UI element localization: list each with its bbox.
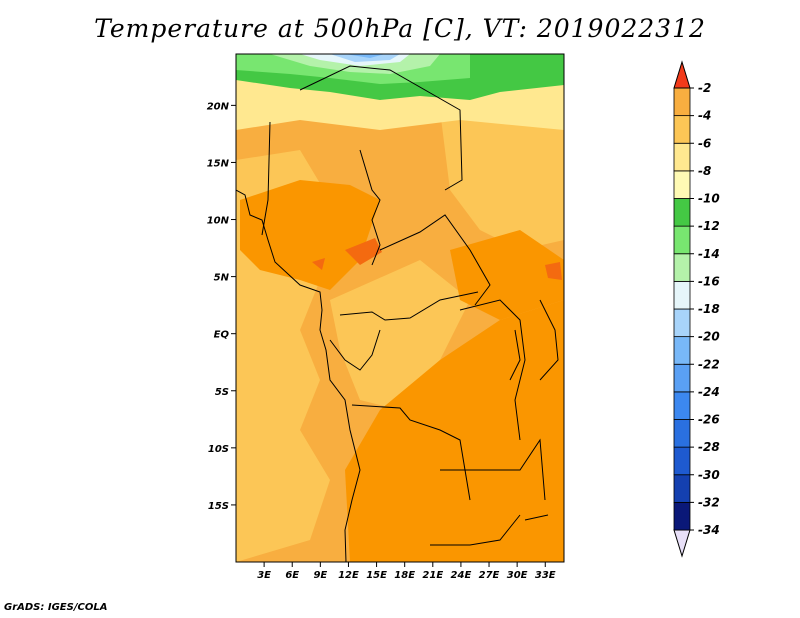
colorbar-label: -32 bbox=[698, 495, 720, 509]
lon-tick-label: 21E bbox=[422, 570, 443, 581]
colorbar-swatch bbox=[673, 225, 691, 255]
colorbar-swatch bbox=[673, 142, 691, 172]
border-9 bbox=[459, 299, 526, 441]
colorbar-swatch bbox=[673, 280, 691, 310]
coastline-west bbox=[236, 189, 361, 562]
border-4 bbox=[379, 214, 491, 306]
colorbar-label: -6 bbox=[698, 136, 711, 150]
colorbar-swatch bbox=[673, 198, 691, 227]
field-region-congo bbox=[345, 300, 564, 562]
field-region-northeast bbox=[440, 100, 564, 250]
field-spot-3 bbox=[545, 262, 562, 280]
longitude-axis: 3E 6E 9E 12E 15E 18E 21E 24E 27E 30E 33E bbox=[257, 562, 556, 581]
map-title: Temperature at 500hPa [C], VT: 201902231… bbox=[94, 14, 706, 43]
lat-tick-label: 15N bbox=[207, 158, 230, 169]
colorbar-label: -4 bbox=[698, 109, 711, 123]
colorbar-swatch bbox=[673, 474, 691, 503]
colorbar-label: -22 bbox=[698, 357, 720, 371]
border-10 bbox=[539, 299, 559, 381]
colorbar-swatch bbox=[673, 446, 691, 476]
field-spot-2 bbox=[312, 258, 325, 270]
colorbar-label: -18 bbox=[698, 302, 720, 316]
colorbar: -2 -4 -6 -8 -10 -12 -14 -16 -18 -20 -22 -24 -26 -28 -3… bbox=[673, 60, 720, 558]
border-3 bbox=[359, 149, 381, 266]
colorbar-label: -34 bbox=[698, 523, 720, 537]
map-field bbox=[236, 54, 564, 562]
grads-credit: GrADS: IGES/COLA bbox=[4, 602, 108, 613]
border-11 bbox=[430, 514, 521, 546]
lat-tick-label: 10S bbox=[208, 444, 229, 455]
colorbar-swatch bbox=[673, 308, 691, 338]
colorbar-swatch bbox=[673, 336, 691, 365]
lon-tick-label: 3E bbox=[257, 570, 271, 581]
colorbar-label: -26 bbox=[698, 413, 720, 427]
lon-tick-label: 6E bbox=[285, 570, 299, 581]
colorbar-label: -8 bbox=[698, 164, 711, 178]
field-region-north-blue bbox=[330, 54, 400, 62]
colorbar-label: -14 bbox=[698, 247, 720, 261]
border-1 bbox=[261, 121, 271, 236]
map-frame bbox=[235, 53, 565, 563]
latitude-axis: 20N 15N 10N 5N EQ 5S 10S 15S bbox=[207, 101, 236, 512]
lon-tick-label: 18E bbox=[394, 570, 415, 581]
colorbar-label: -30 bbox=[698, 468, 720, 482]
colorbar-lower-triangle bbox=[673, 529, 691, 558]
field-region-central bbox=[330, 260, 470, 410]
lat-tick-label: 5N bbox=[214, 273, 230, 284]
border-5 bbox=[339, 291, 479, 321]
lake-1 bbox=[509, 329, 521, 381]
lon-tick-label: 27E bbox=[479, 570, 500, 581]
field-region-east bbox=[450, 230, 564, 320]
border-8 bbox=[440, 438, 546, 501]
lat-tick-label: 5S bbox=[215, 387, 229, 398]
field-region-north-deepblue bbox=[345, 54, 385, 58]
lon-tick-label: 12E bbox=[338, 570, 359, 581]
colorbar-swatch bbox=[673, 391, 691, 420]
border-7 bbox=[351, 404, 471, 501]
lat-tick-label: 20N bbox=[207, 101, 230, 112]
colorbar-swatch bbox=[673, 253, 691, 282]
colorbar-label: -28 bbox=[698, 440, 720, 454]
colorbar-swatch bbox=[673, 419, 691, 448]
colorbar-swatch bbox=[673, 363, 691, 393]
field-spot-1 bbox=[345, 238, 382, 265]
lat-tick-label: EQ bbox=[214, 330, 230, 341]
colorbar-label: -10 bbox=[698, 192, 720, 206]
colorbar-swatch bbox=[673, 115, 691, 144]
colorbar-swatch bbox=[673, 170, 691, 199]
lon-tick-label: 9E bbox=[313, 570, 327, 581]
colorbar-label: -20 bbox=[698, 330, 720, 344]
lon-tick-label: 33E bbox=[535, 570, 556, 581]
border-2 bbox=[299, 65, 463, 191]
colorbar-swatch bbox=[673, 501, 691, 531]
colorbar-swatch bbox=[673, 87, 691, 117]
lon-tick-label: 30E bbox=[507, 570, 528, 581]
colorbar-label: -16 bbox=[698, 274, 720, 288]
colorbar-label: -24 bbox=[698, 385, 720, 399]
map-borders bbox=[236, 65, 559, 562]
colorbar-label: -12 bbox=[698, 219, 720, 233]
lat-tick-label: 10N bbox=[207, 216, 230, 227]
lon-tick-label: 15E bbox=[366, 570, 387, 581]
lon-tick-label: 24E bbox=[451, 570, 472, 581]
lake-2 bbox=[524, 514, 549, 521]
lat-tick-label: 15S bbox=[208, 501, 229, 512]
border-6 bbox=[329, 329, 381, 371]
colorbar-label: -2 bbox=[698, 81, 711, 95]
colorbar-upper-triangle bbox=[673, 60, 691, 89]
